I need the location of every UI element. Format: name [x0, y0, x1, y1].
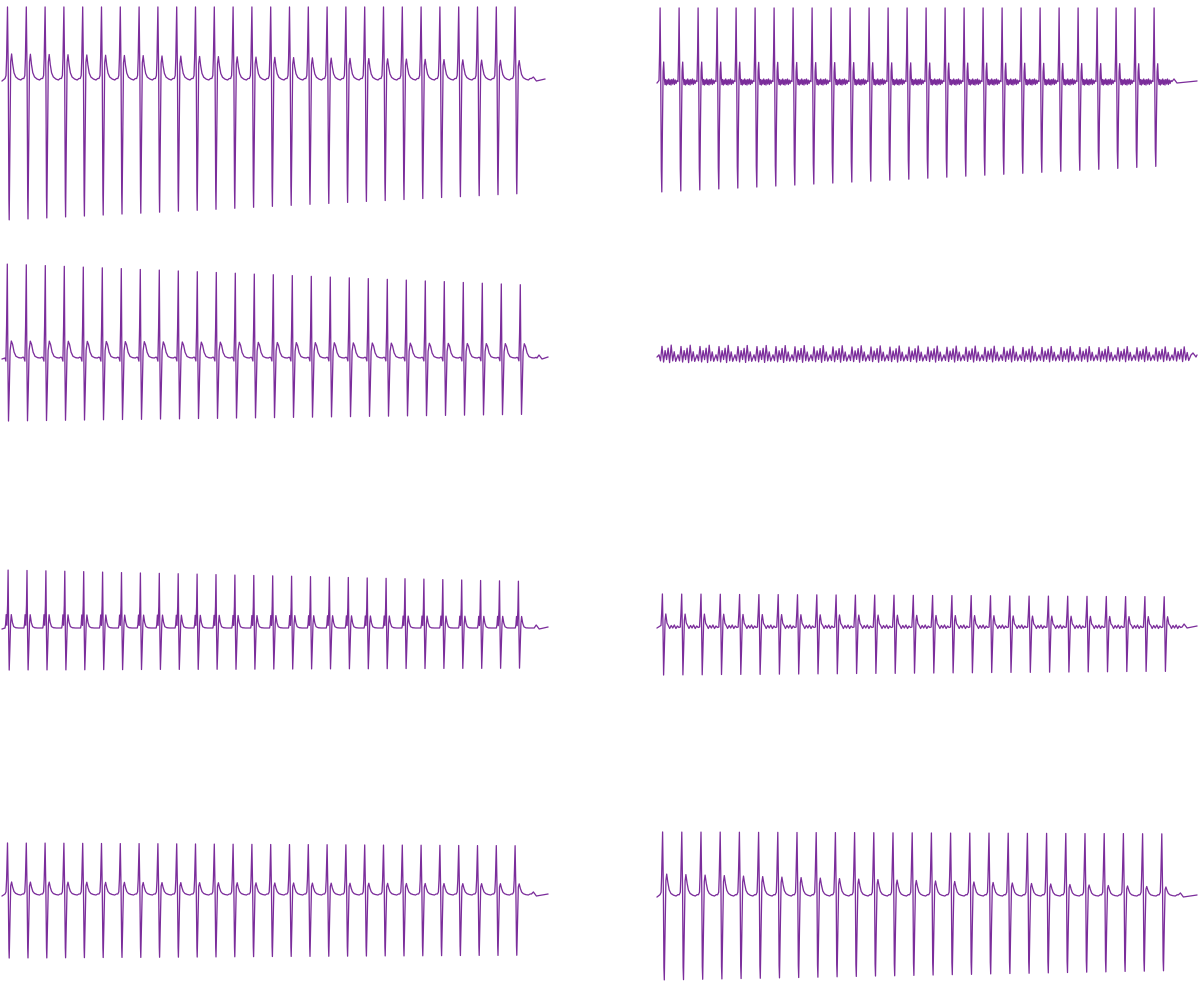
waveform-trace-row1-right: [656, 7, 1198, 193]
waveform-trace-row2-right: [656, 344, 1198, 364]
waveform-trace-row4-right: [656, 831, 1198, 981]
waveform-trace-row3-right: [656, 593, 1198, 676]
waveform-trace-row1-left: [1, 6, 546, 221]
waveform-trace-row2-left: [1, 263, 549, 422]
waveform-trace-row4-left: [1, 842, 549, 959]
waveform-trace-row3-left: [1, 569, 549, 671]
